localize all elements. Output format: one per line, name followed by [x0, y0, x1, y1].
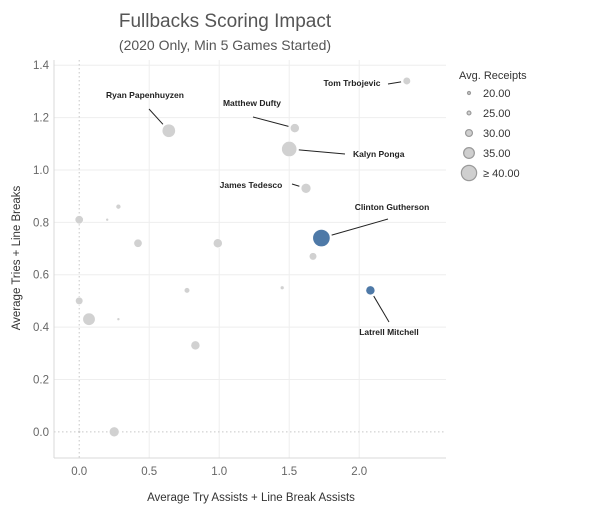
legend-label: 20.00 [483, 88, 511, 100]
annotation-leader [298, 149, 346, 155]
data-point [133, 238, 143, 248]
annotation-label: Matthew Dufty [223, 98, 281, 108]
annotation-leader [148, 108, 164, 125]
annotation-label: Latrell Mitchell [359, 327, 419, 337]
x-tick-label: 1.5 [281, 466, 297, 478]
chart-subtitle: (2020 Only, Min 5 Games Started) [119, 37, 331, 53]
data-points [74, 76, 411, 438]
highlighted-data-point [365, 285, 376, 296]
data-point [82, 312, 96, 326]
x-tick-label: 1.0 [211, 466, 227, 478]
legend-label: 25.00 [483, 108, 511, 120]
annotation-leader [387, 81, 402, 85]
data-point [115, 203, 122, 210]
x-tick-label: 0.0 [71, 466, 87, 478]
annotation-label: Clinton Gutherson [355, 202, 430, 212]
annotation-leader [373, 295, 390, 323]
data-point [300, 183, 312, 194]
x-tick-label: 0.5 [141, 466, 157, 478]
y-axis-title: Average Tries + Line Breaks [11, 185, 23, 330]
highlighted-data-point [312, 229, 331, 248]
chart-title: Fullbacks Scoring Impact [119, 11, 332, 32]
data-point [77, 430, 81, 434]
legend-size-marker [460, 164, 478, 182]
annotation-leader [252, 116, 289, 127]
annotation-label: Tom Trbojevic [324, 78, 381, 88]
annotation-label: James Tedesco [220, 180, 283, 190]
legend-label: 35.00 [483, 148, 511, 160]
legend-label: 30.00 [483, 128, 511, 140]
legend-label: ≥ 40.00 [483, 168, 520, 180]
y-tick-label: 0.6 [33, 270, 49, 282]
data-point [108, 426, 120, 438]
y-tick-label: 1.0 [33, 165, 49, 177]
legend-size-marker [466, 90, 472, 96]
annotations: Tom Trbojevic Ryan Papenhuyzen Matthew Duf… [106, 78, 429, 337]
y-tick-label: 0.2 [33, 374, 49, 386]
y-tick-label: 1.2 [33, 113, 49, 125]
y-tick-label: 0.4 [33, 322, 50, 334]
legend-size-marker [463, 147, 475, 159]
data-point [281, 141, 298, 157]
axes: 0.0 0.5 1.0 1.5 2.0 0.0 0.2 0.4 0.6 0.8 1.0 1.2 1.4 [33, 60, 446, 478]
data-point [212, 238, 223, 249]
grid [54, 60, 446, 458]
data-point [74, 215, 84, 225]
y-tick-label: 0.8 [33, 217, 49, 229]
data-point [75, 296, 84, 305]
data-point [116, 317, 121, 322]
data-point [161, 123, 176, 138]
data-point [279, 285, 285, 291]
annotation-label: Ryan Papenhuyzen [106, 90, 184, 100]
data-point [190, 340, 201, 351]
annotation-label: Kalyn Ponga [353, 149, 405, 159]
data-point [289, 123, 300, 133]
annotation-leader [331, 218, 389, 236]
data-point [402, 76, 411, 86]
y-tick-label: 0.0 [33, 427, 49, 439]
legend-size-marker [464, 128, 474, 138]
legend: Avg. Receipts 20.00 25.00 30.00 35.00 ≥ 40.0… [459, 70, 527, 182]
y-tick-label: 1.4 [33, 60, 50, 72]
x-tick-label: 2.0 [351, 466, 367, 478]
x-axis-title: Average Try Assists + Line Break Assists [147, 492, 355, 504]
data-point [308, 252, 318, 261]
data-point [183, 287, 191, 294]
annotation-leader [291, 183, 300, 187]
legend-size-marker [466, 110, 472, 116]
legend-title: Avg. Receipts [459, 70, 527, 82]
data-point [105, 217, 109, 222]
